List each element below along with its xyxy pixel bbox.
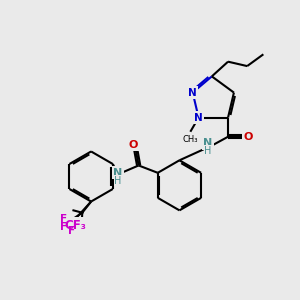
Text: N: N — [188, 88, 197, 98]
Text: H: H — [114, 176, 122, 186]
Text: O: O — [243, 132, 252, 142]
Text: CF₃: CF₃ — [64, 219, 86, 232]
Text: H: H — [204, 146, 212, 156]
Text: N: N — [194, 112, 203, 123]
Text: F: F — [61, 214, 68, 224]
Text: N: N — [113, 168, 123, 178]
Text: O: O — [128, 140, 137, 150]
Text: F: F — [68, 226, 76, 236]
Text: N: N — [203, 138, 213, 148]
Text: F: F — [61, 222, 68, 232]
Text: CH₃: CH₃ — [183, 135, 198, 144]
